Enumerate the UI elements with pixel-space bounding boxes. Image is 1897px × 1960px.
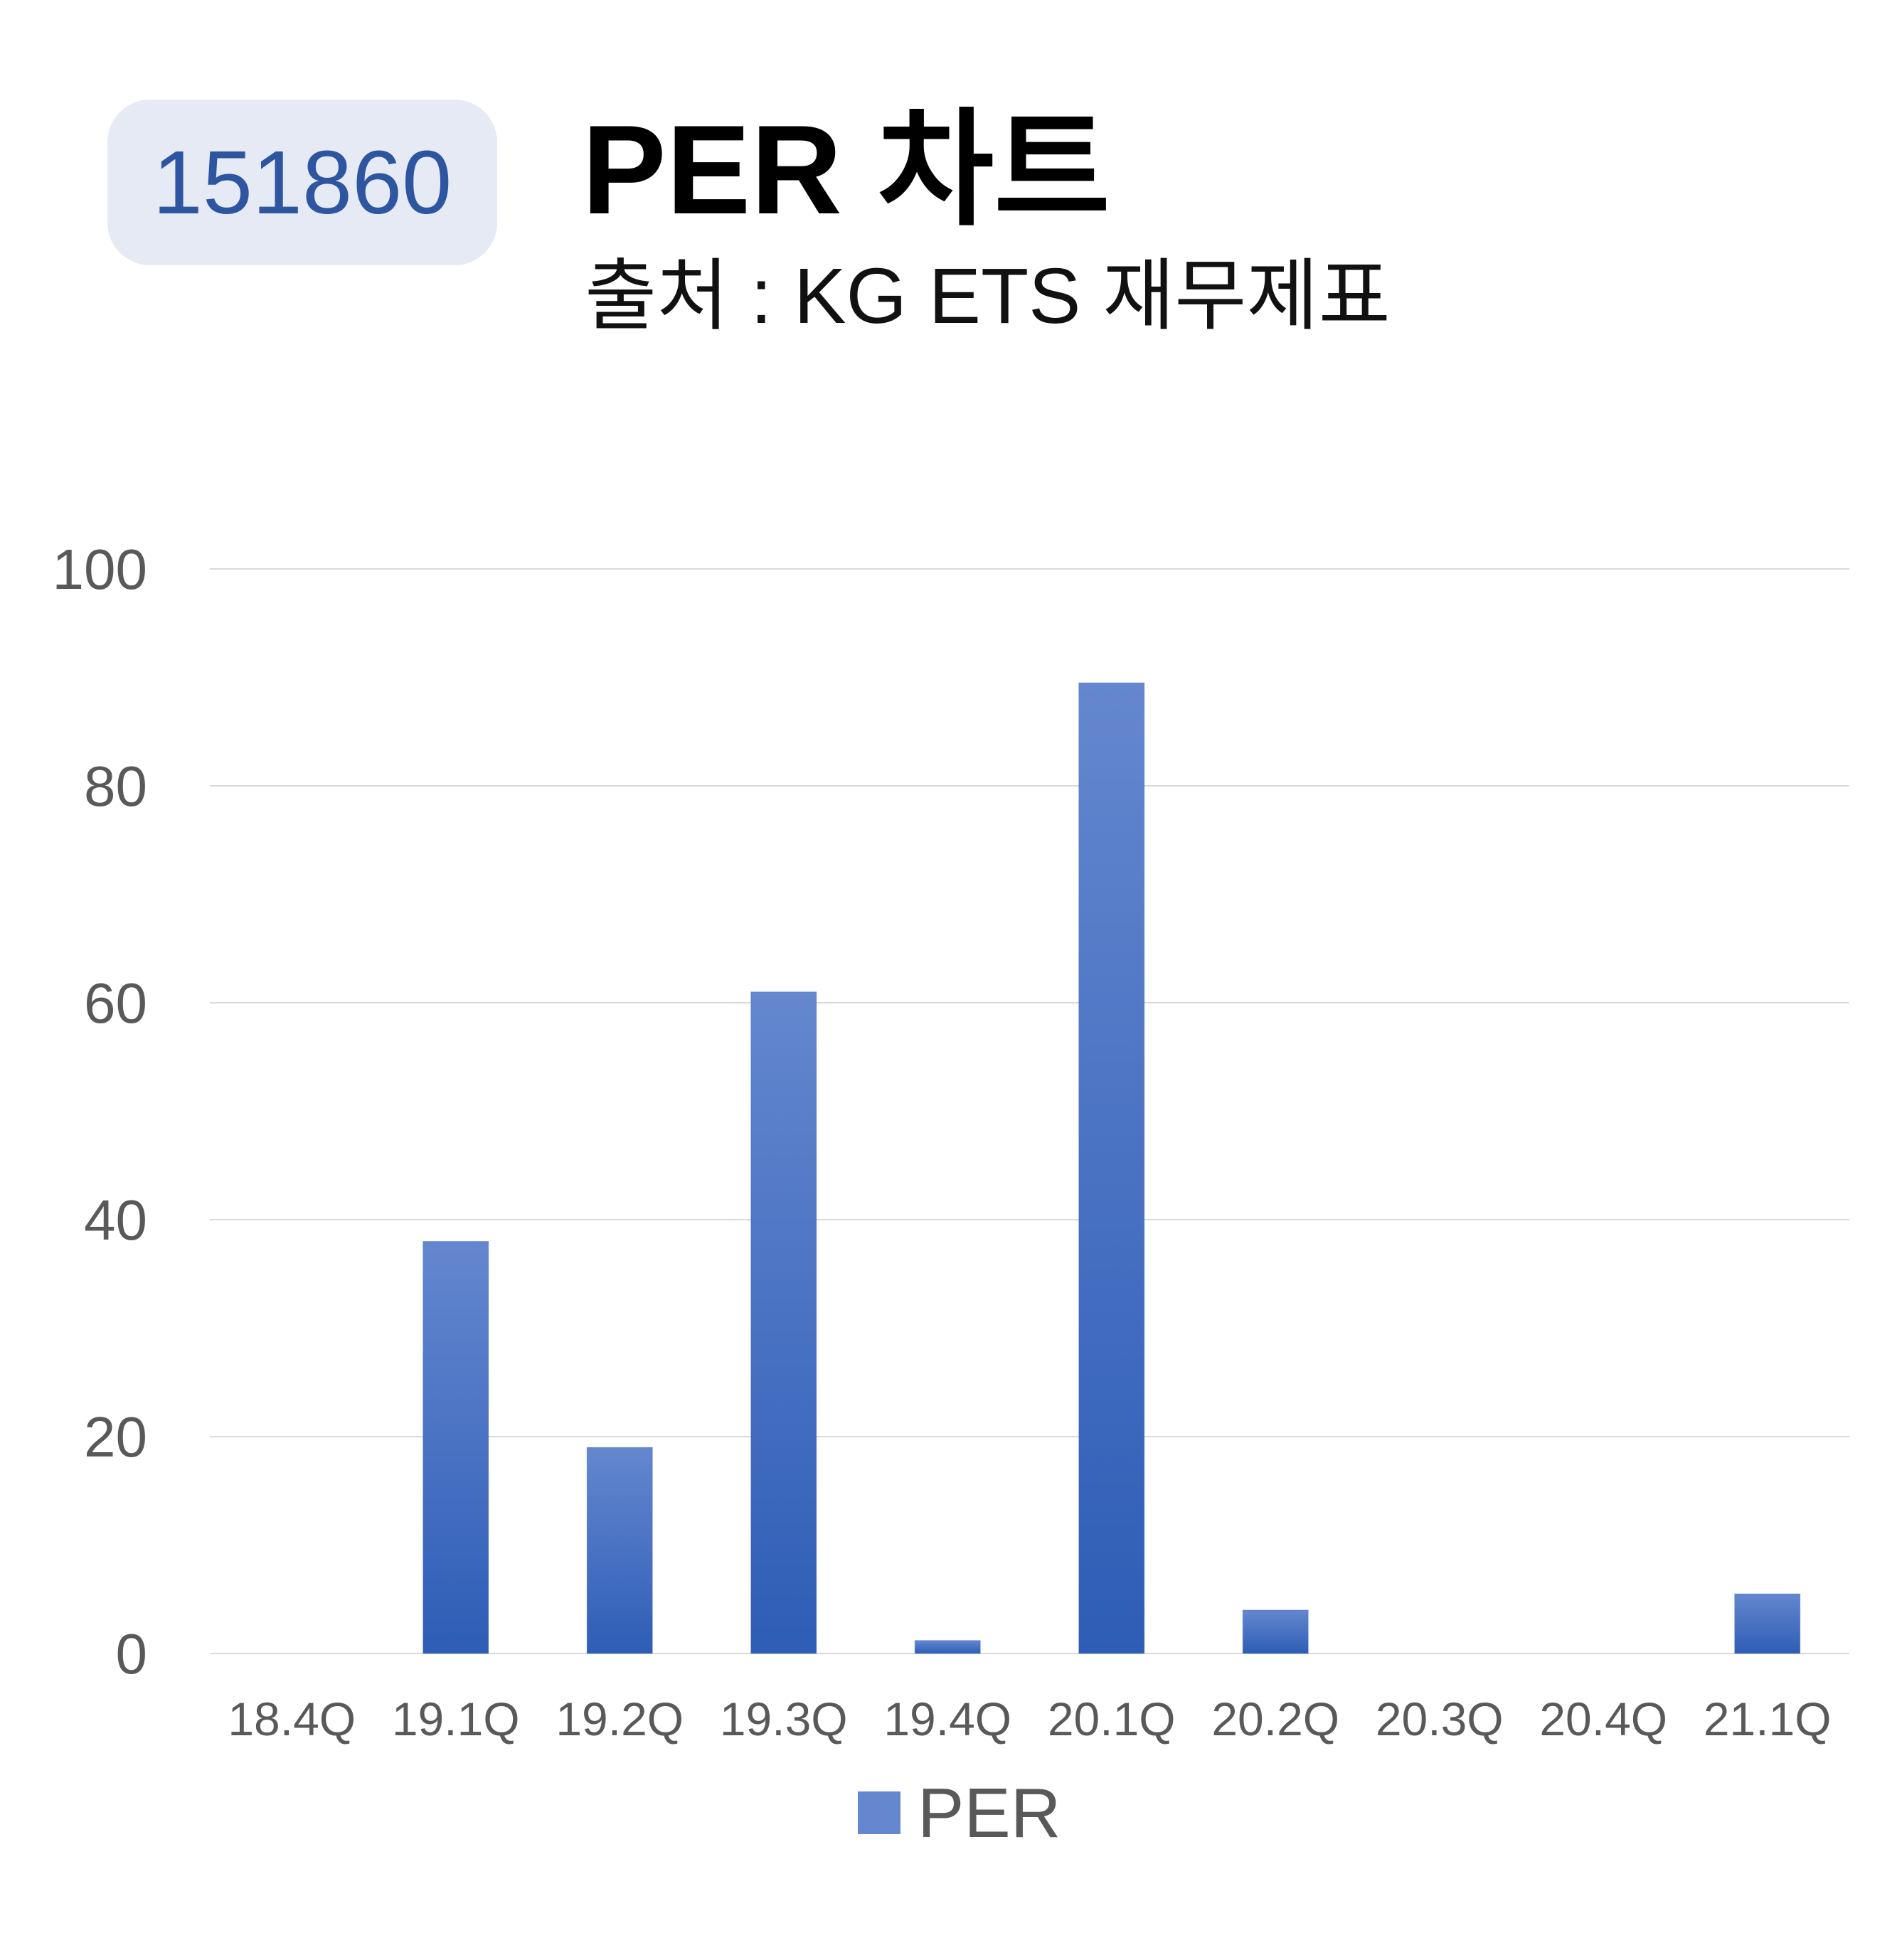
bars	[423, 682, 1801, 1654]
x-tick-label: 20.2Q	[1211, 1693, 1339, 1745]
bar-21.1Q	[1734, 1593, 1801, 1654]
bar-19.4Q	[914, 1640, 981, 1654]
x-tick-label: 19.4Q	[883, 1693, 1011, 1745]
x-tick-label: 20.4Q	[1539, 1693, 1667, 1745]
bar-19.1Q	[423, 1241, 489, 1654]
y-axis-ticks: 0 20 40 60 80 100	[53, 538, 147, 1685]
x-tick-label: 21.1Q	[1704, 1693, 1832, 1745]
bar-19.3Q	[750, 991, 817, 1654]
x-tick-label: 20.1Q	[1048, 1693, 1176, 1745]
x-tick-label: 19.2Q	[556, 1693, 684, 1745]
x-axis-ticks: 18.4Q 19.1Q 19.2Q 19.3Q 19.4Q 20.1Q 20.2Q 20.3Q…	[228, 1693, 1831, 1745]
y-tick-label: 20	[84, 1405, 147, 1469]
x-tick-label: 20.3Q	[1376, 1693, 1504, 1745]
y-tick-label: 100	[53, 538, 147, 601]
legend-swatch	[858, 1791, 900, 1834]
x-tick-label: 18.4Q	[228, 1693, 356, 1745]
chart-subtitle: 출처 : KG ETS 재무제표	[585, 252, 1391, 340]
y-tick-label: 80	[84, 755, 147, 818]
legend-label: PER	[918, 1774, 1061, 1852]
chart-title: PER 차트	[582, 99, 1110, 240]
x-tick-label: 19.1Q	[392, 1693, 520, 1745]
legend: PER	[858, 1778, 1061, 1848]
stock-code: 151860	[152, 132, 452, 233]
bar-19.2Q	[586, 1447, 653, 1654]
x-tick-label: 19.3Q	[720, 1693, 848, 1745]
y-tick-label: 40	[84, 1188, 147, 1252]
bar-20.2Q	[1242, 1609, 1309, 1654]
bar-20.1Q	[1078, 682, 1145, 1654]
y-tick-label: 0	[116, 1622, 148, 1685]
stock-code-badge: 151860	[107, 100, 497, 265]
y-tick-label: 60	[84, 971, 147, 1035]
